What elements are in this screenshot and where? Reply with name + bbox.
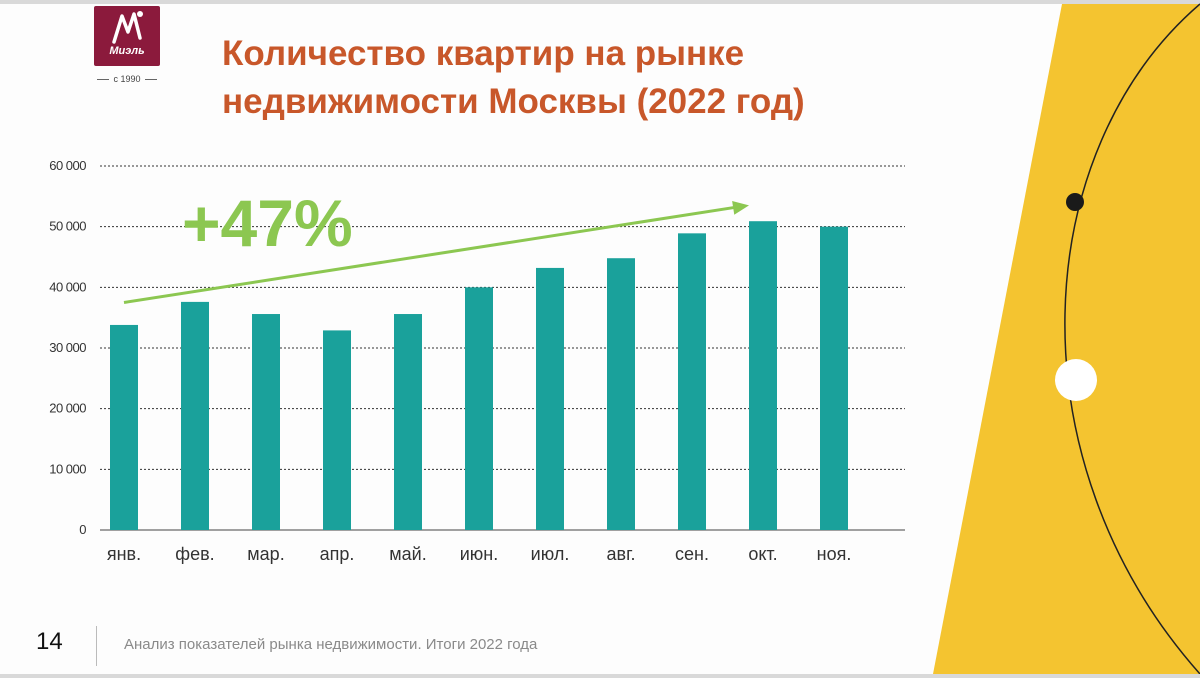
yellow-accent-shape [933,4,1200,674]
logo-since: с 1990 [94,72,160,86]
y-tick-label: 20 000 [49,401,86,416]
footer-divider [96,626,97,666]
orbit-dot-black [1066,193,1084,211]
x-tick-label: июн. [460,544,499,564]
x-tick-label: ноя. [817,544,852,564]
y-tick-label: 30 000 [49,340,86,355]
y-tick-label: 60 000 [49,158,86,173]
orbit-arc [1064,3,1200,675]
x-tick-label: апр. [320,544,355,564]
x-tick-label: авг. [607,544,636,564]
x-tick-label: янв. [107,544,141,564]
orbit-dot-white [1055,359,1097,401]
page-number: 14 [36,628,63,655]
x-tick-label: мар. [247,544,284,564]
since-dash-left [97,78,110,80]
logo-mark-icon [112,11,143,44]
bar [465,287,493,530]
logo-wordmark: Миэль [109,45,145,57]
frame-bottom-border [0,674,1200,678]
x-tick-label: фев. [175,544,214,564]
company-logo: Миэль [94,6,160,66]
bar [252,314,280,530]
y-tick-label: 0 [79,522,86,537]
bar [678,233,706,530]
bar [323,330,351,530]
chart-title: Количество квартир на рынке недвижимости… [222,34,805,121]
growth-annotation: +47% [182,186,353,260]
since-dash-right [144,78,157,80]
y-tick-label: 50 000 [49,219,86,234]
since-text: с 1990 [113,74,141,84]
x-tick-label: сен. [675,544,709,564]
bar [820,226,848,530]
bar [181,301,209,530]
x-tick-label: июл. [531,544,570,564]
frame-top-border [0,0,1200,4]
trend-arrow-line [123,204,742,304]
y-tick-label: 40 000 [49,279,86,294]
bar [536,267,564,530]
bar [394,314,422,530]
x-tick-label: май. [389,544,426,564]
x-tick-label: окт. [748,544,777,564]
bar [110,324,138,530]
bar [749,221,777,530]
footer-caption: Анализ показателей рынка недвижимости. И… [124,636,538,653]
trend-arrow-head [732,200,749,215]
bar-chart: 0 10 000 20 000 30 000 40 000 50 000 60 000 янв… [49,158,905,564]
bar [607,258,635,530]
y-tick-label: 10 000 [49,461,86,476]
